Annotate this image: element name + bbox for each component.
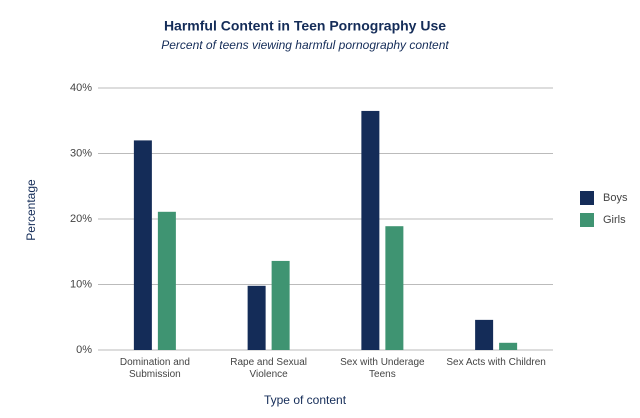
bar [157,211,176,350]
legend-swatch [580,213,594,227]
y-tick-label: 10% [70,278,92,290]
y-axis-label: Percentage [24,179,38,241]
bar [133,140,152,350]
bar [385,226,404,350]
legend-label: Girls [603,214,626,226]
x-tick-label: Domination and Submission [119,357,190,380]
bar [499,342,518,350]
y-tick-label: 40% [70,82,92,94]
x-tick-label: Rape and Sexual Violence [230,357,307,380]
chart-subtitle: Percent of teens viewing harmful pornogr… [161,38,449,52]
x-axis-label: Type of content [264,393,347,407]
chart-title: Harmful Content in Teen Pornography Use [164,18,446,34]
x-tick-label: Sex with Underage Teens [340,357,425,380]
x-tick-label: Sex Acts with Children [446,357,546,368]
bar [361,110,380,350]
legend-swatch [580,191,594,205]
y-tick-label: 20% [70,213,92,225]
y-tick-label: 30% [70,147,92,159]
bar [475,319,494,350]
y-tick-label: 0% [76,344,92,356]
bar [247,285,266,350]
bar [271,260,290,350]
legend-label: Boys [603,192,628,204]
